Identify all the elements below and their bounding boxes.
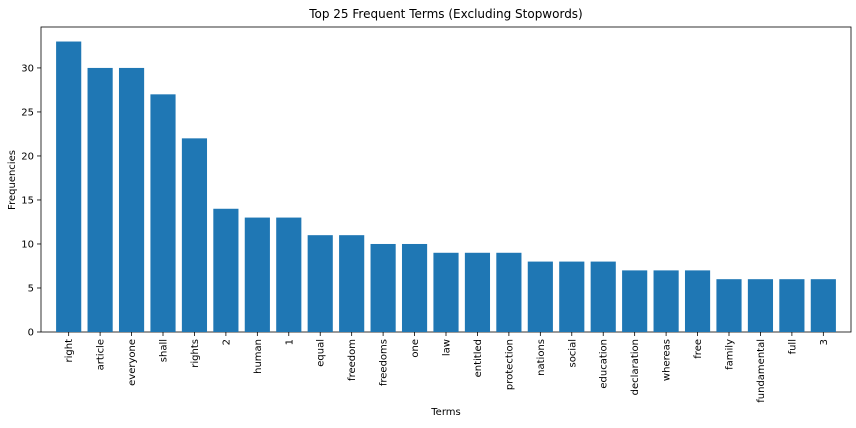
bar-social [559, 261, 585, 332]
x-tick-label: declaration [630, 339, 641, 395]
bar-nations [527, 261, 553, 332]
bar-freedoms [370, 243, 396, 332]
y-tick-label: 15 [21, 195, 34, 206]
x-tick-label: human [253, 339, 264, 374]
x-tick-label: free [693, 339, 704, 359]
bar-2 [213, 208, 239, 332]
x-tick-label: freedom [347, 339, 358, 381]
bar-entitled [464, 252, 491, 332]
y-tick-label: 20 [21, 151, 34, 162]
chart-title: Top 25 Frequent Terms (Excluding Stopwor… [308, 7, 583, 21]
y-axis: 0 5 10 15 20 25 30 [21, 63, 41, 339]
x-tick-label: 3 [819, 339, 830, 345]
x-tick-label: full [787, 339, 798, 354]
bar-one [401, 243, 428, 332]
bar-article [87, 67, 113, 333]
x-tick-label: whereas [662, 339, 673, 381]
x-tick-label: everyone [127, 339, 138, 386]
x-tick-label: law [442, 339, 453, 356]
y-tick-label: 10 [21, 239, 34, 250]
y-tick-label: 30 [21, 63, 34, 74]
x-tick-label: shall [159, 339, 170, 362]
x-tick-label: right [64, 339, 75, 363]
bar-education [590, 261, 616, 332]
bar-everyone [118, 67, 145, 333]
x-tick-label: nations [536, 339, 547, 376]
x-axis-label: Terms [430, 407, 460, 418]
bar-family [716, 279, 742, 332]
x-axis: right article everyone shall rights 2 human 1 eq… [64, 332, 830, 403]
x-tick-label: education [599, 339, 610, 389]
x-tick-label: 2 [221, 339, 232, 345]
y-tick-label: 0 [28, 328, 34, 339]
y-tick-label: 5 [28, 283, 34, 294]
bar-human [244, 217, 270, 332]
x-tick-label: freedoms [379, 339, 390, 386]
y-tick-label: 25 [21, 107, 34, 118]
bar-rights [181, 138, 208, 332]
bar-whereas [653, 270, 679, 332]
x-tick-label: article [96, 339, 107, 370]
x-tick-label: entitled [473, 339, 484, 377]
x-tick-label: protection [504, 339, 515, 390]
x-tick-label: fundamental [756, 339, 767, 403]
x-tick-label: social [567, 339, 578, 368]
x-tick-label: family [724, 339, 735, 370]
bar-declaration [622, 270, 648, 332]
bar-equal [307, 235, 333, 332]
bar-law [433, 252, 459, 332]
bar-shall [150, 94, 176, 332]
bar-1 [276, 217, 302, 332]
bar-freedom [339, 235, 365, 332]
bar-right [56, 41, 82, 333]
bar-free [684, 270, 711, 332]
x-tick-label: one [410, 339, 421, 358]
bar-full [779, 279, 805, 332]
bars-group [56, 41, 836, 333]
x-tick-label: 1 [284, 339, 295, 345]
bar-3 [810, 279, 836, 332]
x-tick-label: equal [316, 339, 327, 367]
bar-fundamental [747, 279, 774, 332]
x-tick-label: rights [190, 339, 201, 368]
y-axis-label: Frequencies [7, 150, 18, 210]
bar-protection [496, 252, 522, 332]
